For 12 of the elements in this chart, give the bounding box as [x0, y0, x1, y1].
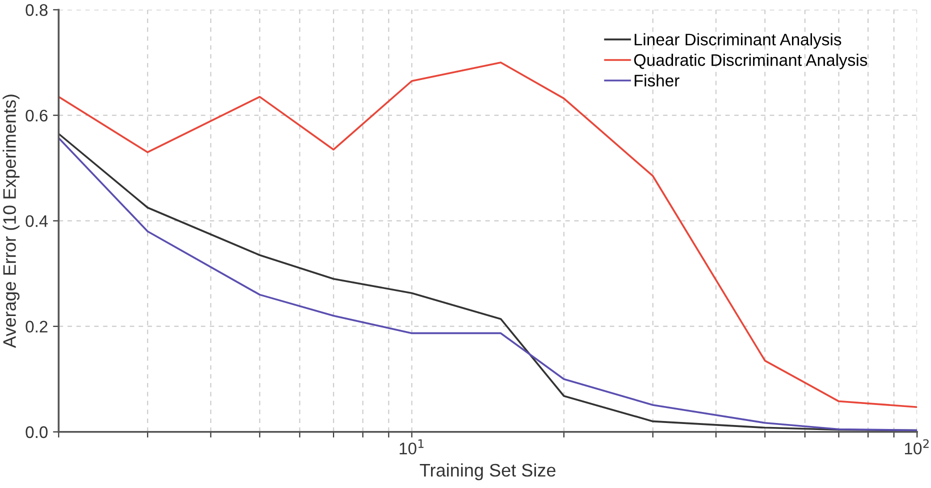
legend-label: Fisher: [634, 74, 680, 87]
x-tick-label: 10$^{2}$: [904, 439, 929, 454]
x-axis-title: Training Set Size: [420, 463, 556, 480]
y-tick-label: 0.0: [26, 426, 48, 438]
y-tick-label: 0.6: [26, 110, 48, 122]
y-tick-label: 0.2: [26, 320, 48, 333]
y-tick-label: 0.8: [26, 4, 48, 16]
legend-label: Linear Discriminant Analysis: [634, 33, 842, 49]
y-tick-label: 0.4: [26, 215, 48, 228]
legend-label: Quadratic Discriminant Analysis: [634, 54, 868, 70]
y-axis-title: Average Error (10 Experiments): [2, 94, 20, 348]
x-tick-label: 10$^{1}$: [400, 439, 424, 454]
